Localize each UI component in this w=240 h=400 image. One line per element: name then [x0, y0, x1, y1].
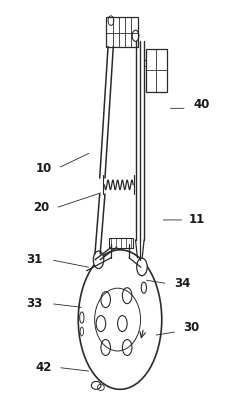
- Text: 31: 31: [26, 253, 42, 266]
- Bar: [109, 238, 133, 248]
- Text: 34: 34: [174, 277, 190, 290]
- Text: 11: 11: [188, 214, 204, 226]
- Circle shape: [93, 251, 104, 268]
- Text: 42: 42: [36, 361, 52, 374]
- Bar: [146, 48, 167, 92]
- Circle shape: [137, 258, 147, 276]
- Text: 40: 40: [193, 98, 209, 111]
- Bar: [106, 17, 138, 46]
- Text: 20: 20: [33, 202, 49, 214]
- Text: 10: 10: [36, 162, 52, 175]
- Text: 30: 30: [183, 321, 200, 334]
- Text: 33: 33: [26, 297, 42, 310]
